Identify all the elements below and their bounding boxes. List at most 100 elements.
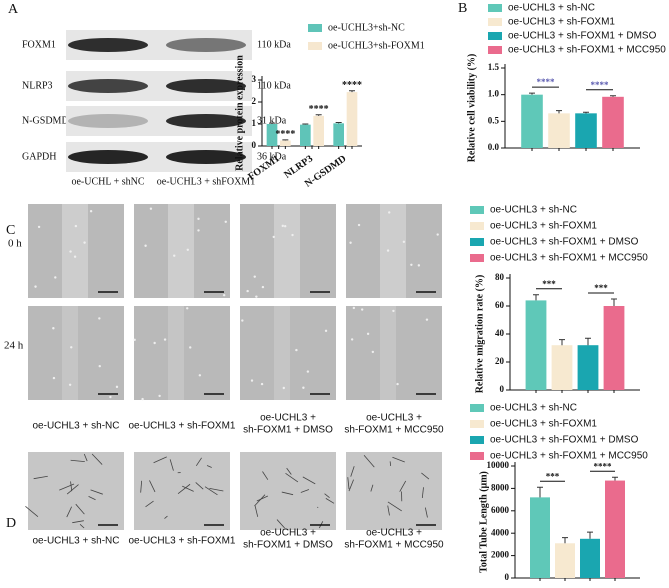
protein-name: NLRP3: [22, 80, 53, 91]
bar: [575, 113, 597, 148]
y-axis-title: Relative migration rate (%): [474, 275, 485, 394]
cell: [436, 233, 439, 236]
cell: [255, 295, 258, 298]
tube: [286, 467, 292, 475]
y-tick-label: 4000: [491, 527, 510, 537]
tube: [70, 459, 85, 462]
significance: ***: [594, 283, 608, 293]
y-tick-label: 0.5: [488, 115, 500, 125]
error-bar: [562, 537, 568, 544]
legend-label: oe-UCHL3 + sh-FOXM1 + DMSO: [490, 237, 639, 248]
bar: [313, 115, 324, 146]
tube-image: [240, 452, 336, 530]
tube: [91, 453, 103, 465]
bar: [346, 92, 358, 146]
cell: [246, 289, 249, 293]
bar: [580, 538, 600, 578]
tube: [254, 494, 266, 507]
group-label: oe-UCHL3 + sh-NC: [33, 536, 120, 547]
protein-size: 36 kDa: [257, 151, 287, 162]
cell: [272, 235, 275, 239]
y-tick-label: 3: [252, 74, 257, 84]
tube: [83, 453, 88, 462]
cell: [186, 307, 189, 310]
error-bar: [269, 122, 275, 124]
bar: [266, 124, 278, 146]
tube: [25, 506, 39, 517]
cell: [349, 241, 352, 244]
scratch-gap: [168, 204, 194, 298]
bar: [605, 480, 625, 578]
cell: [34, 285, 37, 288]
cell: [83, 241, 86, 244]
y-tick-label: 1.0: [488, 89, 500, 99]
legend-swatch: [488, 18, 502, 26]
legend-label: oe-UCHL3 + sh-FOXM1: [490, 419, 597, 430]
blot-band: [68, 79, 148, 93]
legend-swatch: [470, 404, 484, 412]
legend-label: oe-UCHL3 + sh-FOXM1 + DMSO: [490, 435, 639, 446]
cell: [261, 285, 265, 289]
cell: [253, 275, 256, 278]
y-tick-label: 10000: [487, 460, 510, 470]
tube: [59, 483, 75, 491]
y-tick-label: 40: [495, 328, 505, 338]
legend-label: oe-UCHL3+sh-NC: [328, 22, 405, 33]
cell: [158, 394, 161, 398]
blot-band: [166, 38, 246, 52]
y-axis-title: Total Tube Length (μm): [478, 471, 489, 573]
tube: [350, 466, 355, 477]
tube: [300, 489, 310, 493]
cell: [352, 306, 356, 310]
time-label: 0 h: [8, 238, 22, 250]
error-bar: [315, 114, 322, 116]
legend-label: oe-UCHL3+sh-FOXM1: [328, 40, 425, 51]
blot-group: oe-UCHL3 + shFOXM1: [157, 176, 255, 187]
legend-label: oe-UCHL3 + sh-FOXM1: [508, 17, 615, 28]
group-label: sh-FOXM1 + DMSO: [243, 540, 333, 551]
error-bar: [585, 337, 591, 346]
blot-band: [68, 150, 148, 164]
group-label: oe-UCHL3 +: [260, 528, 316, 539]
legend-label: oe-UCHL3 + sh-FOXM1 + DMSO: [508, 31, 657, 42]
tube: [285, 472, 299, 483]
tube: [140, 480, 143, 493]
scratch-gap: [380, 204, 406, 298]
significance: ****: [309, 104, 329, 115]
bar: [551, 345, 573, 390]
cell: [250, 379, 254, 382]
error-bar: [583, 111, 589, 114]
cell: [392, 309, 395, 313]
group-label: oe-UCHL3 +: [366, 528, 422, 539]
y-tick-label: 6000: [491, 505, 510, 515]
tube: [256, 495, 269, 502]
cell: [366, 332, 370, 336]
group-label: sh-FOXM1 + MCC950: [344, 540, 444, 551]
y-tick-label: 2000: [491, 550, 510, 560]
error-bar: [612, 476, 618, 481]
tube: [145, 500, 154, 508]
tube: [209, 487, 224, 492]
error-bar: [349, 90, 355, 93]
cell: [153, 341, 156, 345]
cell: [224, 220, 227, 223]
tube: [424, 507, 428, 518]
blot-band: [68, 38, 148, 52]
bar: [603, 306, 625, 390]
error-bar: [610, 95, 616, 97]
tube: [363, 454, 375, 468]
legend-label: oe-UCHL3 + sh-FOXM1: [490, 221, 597, 232]
tube: [88, 496, 96, 501]
significance: ****: [594, 461, 613, 471]
group-label: sh-FOXM1 + MCC950: [344, 425, 444, 436]
tube: [421, 472, 430, 480]
cell: [357, 223, 361, 227]
bar: [521, 94, 543, 148]
panel-label: A: [8, 2, 19, 17]
error-bar: [533, 294, 539, 301]
y-tick-label: 20: [495, 356, 505, 366]
tube: [254, 505, 259, 517]
y-tick-label: 0.0: [488, 142, 500, 152]
legend-swatch: [488, 4, 502, 12]
cell: [149, 207, 153, 210]
